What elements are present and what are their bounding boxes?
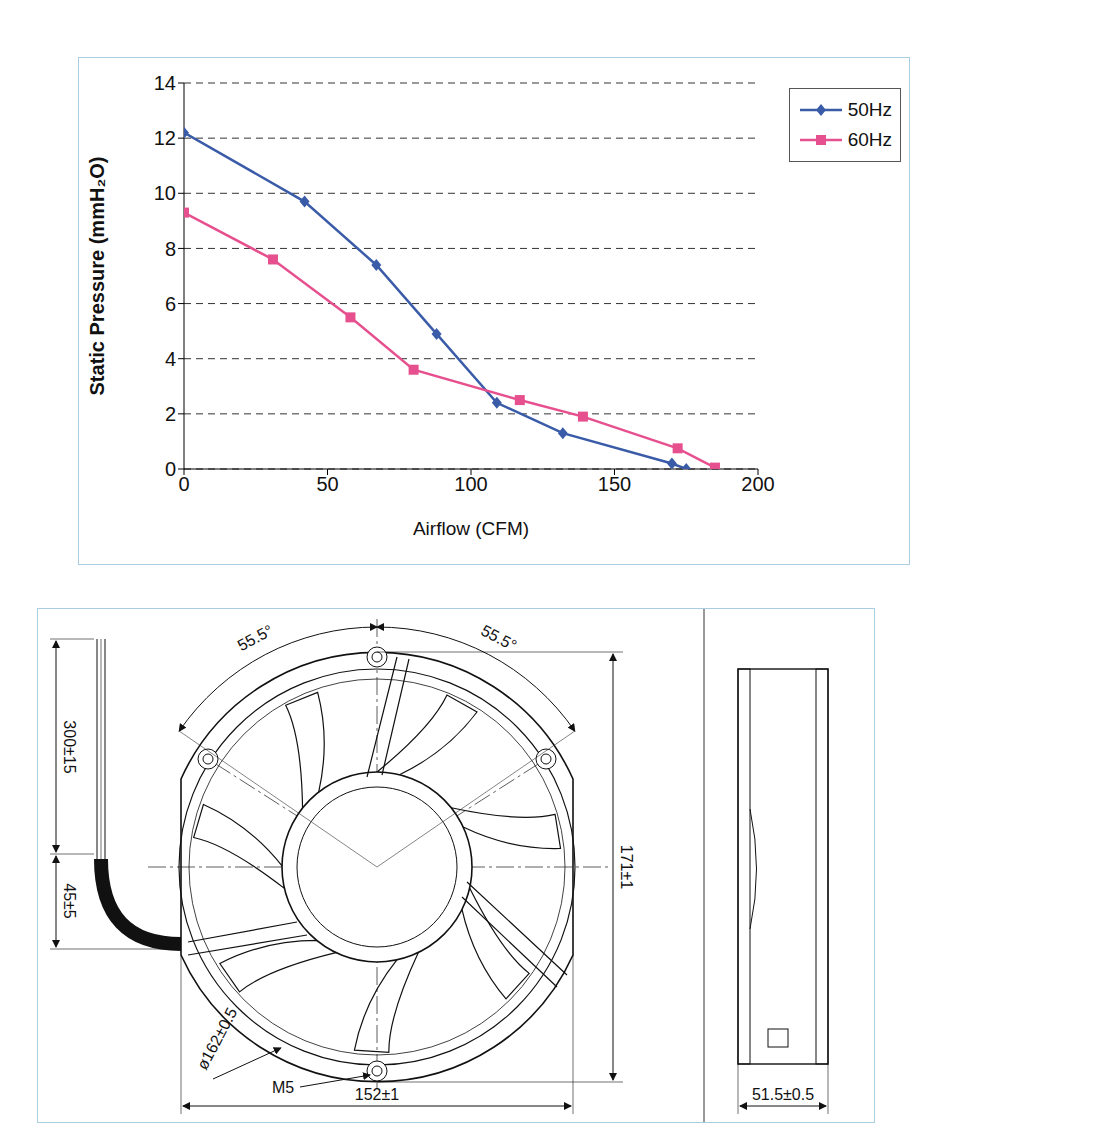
svg-text:M5: M5: [272, 1079, 294, 1096]
svg-text:152±1: 152±1: [355, 1086, 399, 1103]
svg-text:Airflow (CFM): Airflow (CFM): [413, 518, 529, 539]
svg-text:14: 14: [154, 72, 176, 94]
svg-text:6: 6: [165, 293, 176, 315]
svg-text:8: 8: [165, 238, 176, 260]
svg-text:150: 150: [598, 473, 631, 495]
svg-text:171±1: 171±1: [618, 845, 635, 889]
svg-text:50: 50: [316, 473, 338, 495]
svg-text:51.5±0.5: 51.5±0.5: [752, 1086, 814, 1103]
svg-text:Static Pressure (mmH₂O): Static Pressure (mmH₂O): [86, 157, 108, 396]
svg-text:4: 4: [165, 348, 176, 370]
svg-text:2: 2: [165, 403, 176, 425]
svg-text:ø162±0.5: ø162±0.5: [194, 1005, 241, 1073]
svg-text:12: 12: [154, 127, 176, 149]
svg-text:200: 200: [741, 473, 774, 495]
html-text:60Hz: 60Hz: [847, 129, 892, 150]
html-text:50Hz: 50Hz: [847, 99, 892, 120]
svg-text:0: 0: [178, 473, 189, 495]
svg-text:10: 10: [154, 182, 176, 204]
svg-text:55.5°: 55.5°: [235, 622, 276, 655]
svg-text:55.5°: 55.5°: [478, 622, 519, 655]
svg-text:100: 100: [454, 473, 487, 495]
svg-text:45±5: 45±5: [61, 883, 78, 919]
svg-text:0: 0: [165, 458, 176, 480]
svg-text:300±15: 300±15: [61, 720, 78, 773]
